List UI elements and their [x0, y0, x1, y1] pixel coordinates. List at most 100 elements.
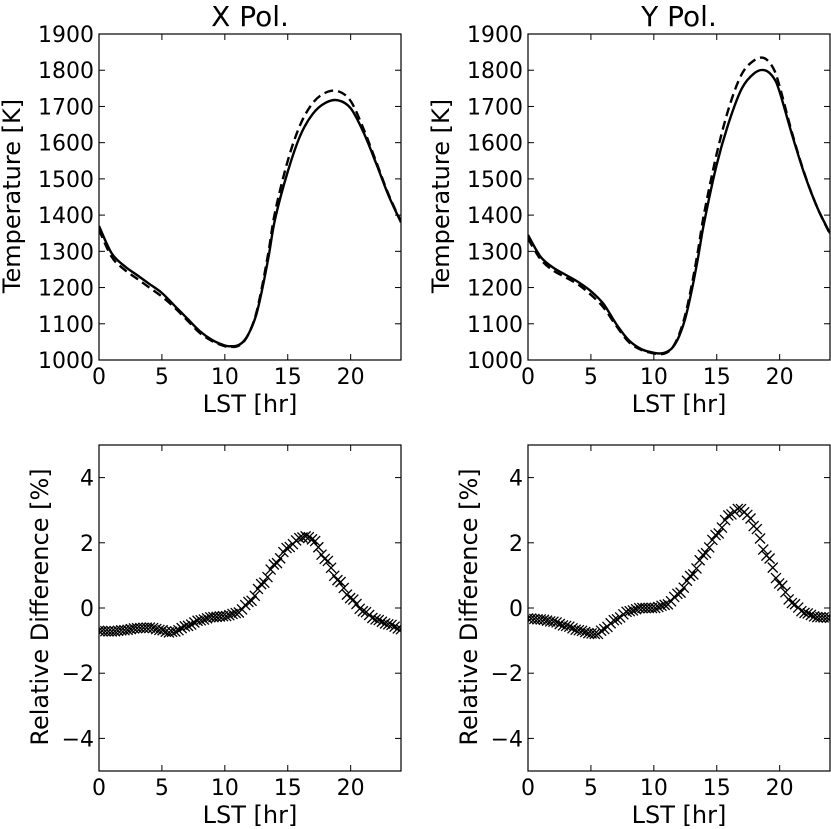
plot-area: 0 5 10 15 20 −4 −2 0 2 4: [62, 444, 402, 801]
data-point: [824, 612, 830, 624]
data-point: [395, 623, 401, 635]
x-axis-label: LST [hr]: [632, 801, 727, 829]
data-point: [312, 541, 324, 553]
data-point: [684, 570, 696, 582]
data-point: [281, 542, 293, 554]
data-point: [678, 582, 690, 594]
data-point: [700, 547, 712, 559]
data-point: [754, 533, 766, 544]
x-tick-label: 5: [584, 776, 598, 801]
data-point: [176, 622, 188, 634]
y-tick-label: 1400: [467, 204, 523, 229]
y-tick-label: −4: [491, 727, 523, 752]
x-tick-label: 0: [92, 365, 106, 390]
data-point: [703, 541, 715, 553]
axes-frame: [98, 33, 402, 361]
data-point: [780, 586, 791, 598]
axes-frame: [98, 444, 402, 772]
panel-y-pol-temperature: Y Pol. LST [hr] Temperature [K]: [427, 0, 726, 418]
data-point: [567, 622, 578, 634]
panel-x-pol-temperature: X Pol. LST [hr] Temperature [K]: [0, 0, 297, 418]
data-point: [306, 533, 318, 545]
series-line-dashed: [99, 89, 401, 349]
data-point: [249, 590, 261, 602]
data-point: [195, 614, 207, 626]
data-point: [589, 628, 601, 640]
y-tick-label: 4: [80, 467, 94, 492]
data-point: [770, 572, 782, 584]
plot-area: 0 5 10 15 20 1000 1100 1200 1300 1400 1500 1600 1700…: [467, 23, 831, 390]
y-axis-label: Temperature [K]: [0, 99, 26, 294]
data-point: [198, 614, 210, 626]
data-point: [144, 622, 156, 634]
x-tick-label: 0: [521, 365, 535, 390]
x-tick-label: 15: [703, 365, 731, 390]
series-line-dashed: [528, 56, 830, 356]
y-tick-label: 0: [509, 597, 523, 622]
data-point: [656, 600, 667, 612]
data-point: [182, 620, 194, 632]
data-point: [166, 626, 178, 638]
y-tick-label: 2: [509, 532, 523, 557]
data-point: [309, 535, 321, 547]
panel-x-pol-relative-difference: LST [hr] Relative Difference [%]: [26, 468, 297, 829]
data-point: [379, 618, 391, 629]
data-point: [621, 606, 633, 618]
y-tick-label: 1000: [38, 349, 94, 374]
data-point: [776, 580, 788, 592]
y-tick-label: 0: [80, 597, 94, 622]
data-point: [392, 623, 401, 634]
x-tick-label: 20: [766, 365, 794, 390]
data-point: [732, 503, 744, 515]
x-tick-label: 10: [640, 776, 668, 801]
data-point: [573, 624, 585, 636]
data-point: [659, 599, 671, 611]
data-point: [557, 619, 569, 631]
data-point: [751, 523, 763, 535]
y-tick-label: 1300: [467, 240, 523, 265]
series-line-solid: [99, 98, 401, 348]
y-tick-label: 1100: [38, 313, 94, 338]
x-tick-label: 5: [155, 776, 169, 801]
series-line-solid: [528, 68, 830, 355]
y-axis-label: Relative Difference [%]: [455, 468, 483, 745]
data-point: [373, 614, 385, 626]
data-point: [188, 617, 200, 628]
data-point: [802, 607, 814, 619]
y-tick-label: 1200: [467, 277, 523, 302]
y-tick-label: 1800: [467, 59, 523, 84]
data-point: [236, 604, 248, 615]
data-point: [786, 597, 798, 609]
axes-frame: [527, 33, 831, 361]
data-point: [805, 609, 817, 621]
data-point: [246, 595, 258, 607]
data-point: [611, 613, 623, 625]
plot-area: 0 5 10 15 20 1000 1100 1200 1300 1400 1500 1600 1700…: [38, 23, 402, 390]
y-tick-label: 1200: [38, 277, 94, 302]
data-point: [795, 605, 807, 617]
data-point: [386, 619, 397, 631]
y-tick-label: 1300: [38, 240, 94, 265]
y-tick-label: 1700: [467, 95, 523, 120]
data-point: [554, 618, 566, 630]
data-point: [335, 576, 347, 588]
data-point: [153, 624, 165, 636]
x-axis-label: LST [hr]: [203, 390, 298, 418]
data-point: [665, 595, 677, 607]
x-tick-label: 20: [337, 365, 365, 390]
data-point: [608, 614, 620, 626]
data-point: [331, 574, 343, 586]
x-tick-label: 10: [211, 365, 239, 390]
y-tick-label: 2: [80, 532, 94, 557]
y-tick-label: 1100: [467, 313, 523, 338]
data-point: [722, 509, 734, 521]
data-point: [538, 614, 550, 626]
data-point: [271, 557, 283, 569]
x-tick-label: 20: [337, 776, 365, 801]
data-point: [767, 562, 779, 574]
data-point: [649, 602, 661, 614]
data-point: [262, 571, 273, 583]
data-point: [675, 587, 687, 599]
data-point: [652, 601, 664, 613]
